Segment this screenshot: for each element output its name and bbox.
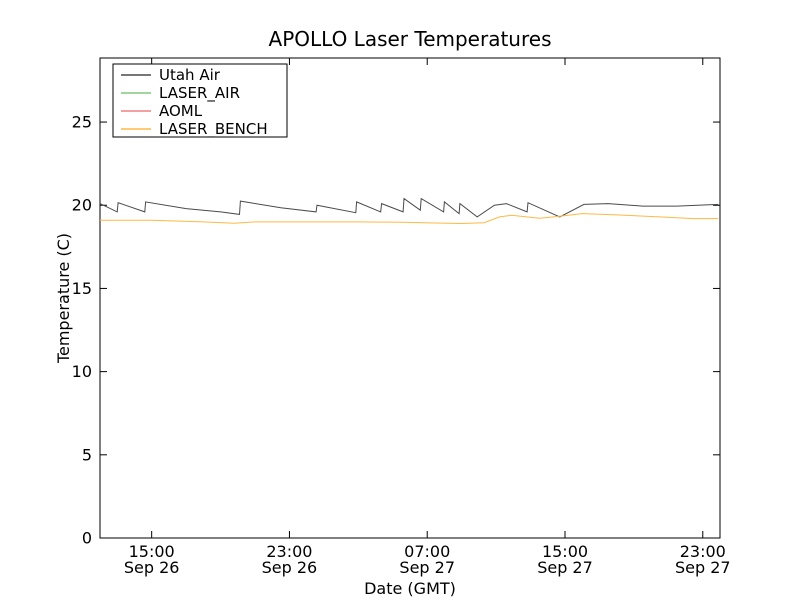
legend-label: Utah Air xyxy=(159,66,221,84)
x-tick-label-date: Sep 26 xyxy=(124,558,180,577)
y-tick-label: 20 xyxy=(72,196,92,215)
legend-label: LASER_AIR xyxy=(159,84,240,103)
x-tick-label-time: 15:00 xyxy=(542,542,588,561)
legend-label: LASER_BENCH xyxy=(159,120,268,139)
x-tick-label-time: 07:00 xyxy=(404,542,450,561)
x-axis-label: Date (GMT) xyxy=(364,579,456,598)
x-tick-label-date: Sep 27 xyxy=(399,558,455,577)
x-tick-label-date: Sep 27 xyxy=(537,558,593,577)
series-line-laser-bench xyxy=(100,213,719,225)
y-tick-label: 25 xyxy=(72,113,92,132)
series-line-utah-air xyxy=(99,197,719,218)
chart-title: APOLLO Laser Temperatures xyxy=(268,27,552,51)
y-tick-label: 10 xyxy=(72,362,92,381)
legend-label: AOML xyxy=(159,102,203,120)
x-tick-label-time: 23:00 xyxy=(266,542,312,561)
y-tick-label: 15 xyxy=(72,279,92,298)
x-tick-label-time: 23:00 xyxy=(680,542,726,561)
x-tick-label-time: 15:00 xyxy=(129,542,175,561)
plot-area xyxy=(99,57,721,539)
y-tick-label: 0 xyxy=(82,529,92,548)
legend-box xyxy=(112,63,288,138)
y-tick-label: 5 xyxy=(82,445,92,464)
x-tick-label-date: Sep 27 xyxy=(675,558,731,577)
x-tick-label-date: Sep 26 xyxy=(262,558,318,577)
